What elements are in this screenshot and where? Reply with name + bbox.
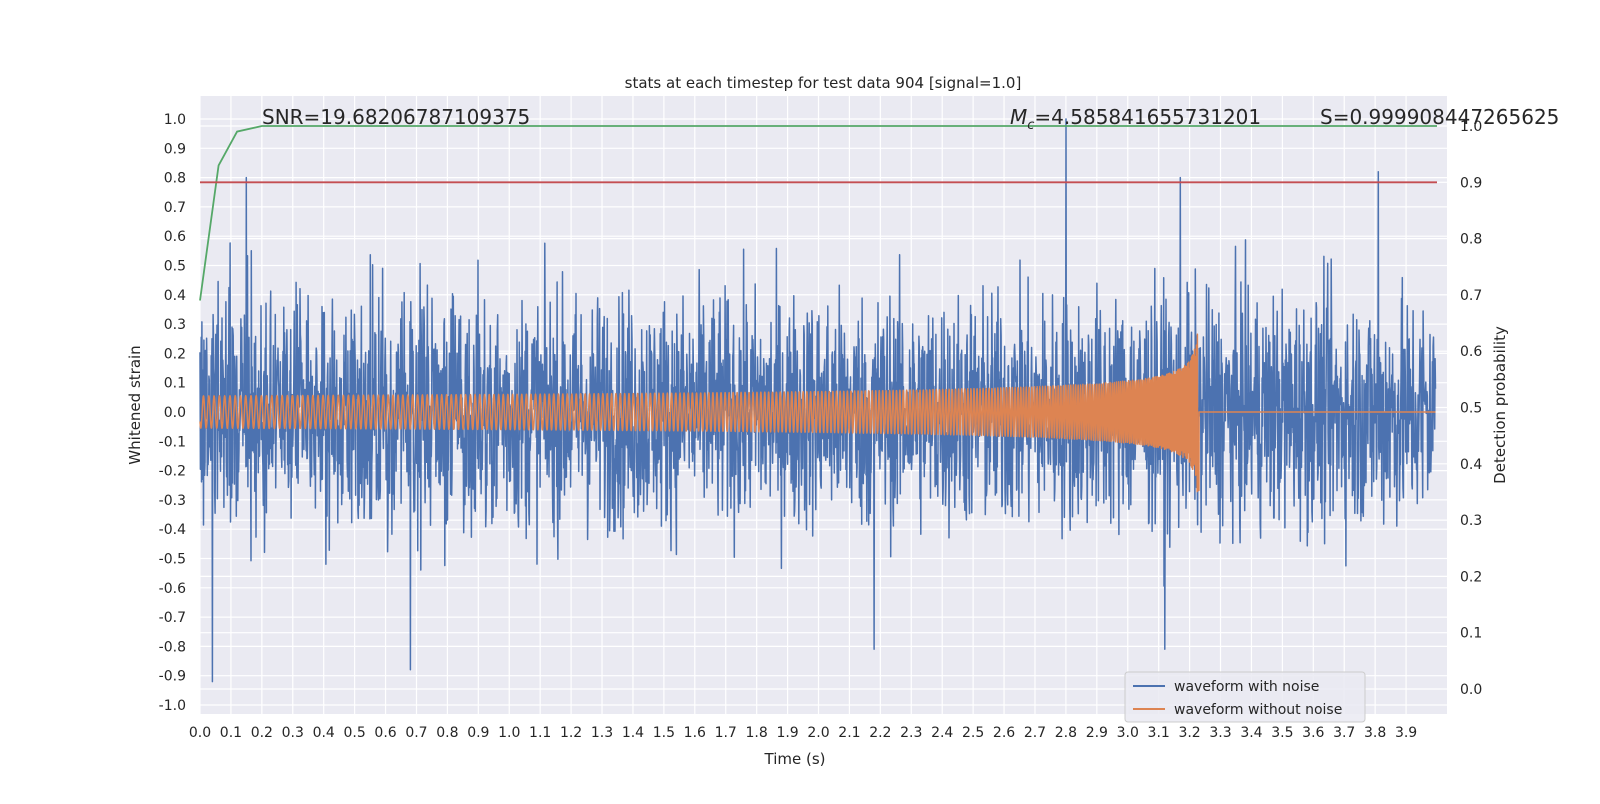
y-tick-label-left: 0.1	[164, 376, 186, 392]
legend-label-noise: waveform with noise	[1174, 679, 1319, 695]
x-tick-label: 1.6	[684, 725, 706, 741]
x-tick-label: 1.3	[591, 725, 613, 741]
y-tick-label-left: -0.5	[159, 552, 186, 568]
y-tick-label-left: -0.7	[159, 610, 186, 626]
x-tick-label: 3.5	[1271, 725, 1293, 741]
y-tick-label-right: 0.7	[1460, 288, 1482, 304]
x-tick-label: 0.5	[343, 725, 365, 741]
mc-annotation: Mc=4.585841655731201	[1010, 105, 1261, 133]
mc-value: =4.585841655731201	[1034, 105, 1261, 129]
x-tick-label: 2.9	[1086, 725, 1108, 741]
y-tick-label-right: 0.1	[1460, 626, 1482, 642]
x-tick-label: 0.8	[436, 725, 458, 741]
y-tick-label-right: 1.0	[1460, 119, 1482, 135]
x-tick-label: 3.3	[1209, 725, 1231, 741]
x-tick-label: 1.0	[498, 725, 520, 741]
y-tick-label-left: -0.9	[159, 669, 186, 685]
x-tick-label: 3.0	[1117, 725, 1139, 741]
mc-subscript: c	[1027, 118, 1034, 133]
x-tick-label: 2.5	[962, 725, 984, 741]
x-tick-label: 3.4	[1240, 725, 1262, 741]
y-tick-label-right: 0.6	[1460, 344, 1482, 360]
x-tick-label: 2.4	[931, 725, 953, 741]
x-tick-label: 1.4	[622, 725, 644, 741]
x-tick-label: 0.9	[467, 725, 489, 741]
x-tick-label: 2.0	[807, 725, 829, 741]
y-tick-label-right: 0.4	[1460, 457, 1482, 473]
y-tick-label-right: 0.0	[1460, 682, 1482, 698]
x-tick-label: 0.6	[374, 725, 396, 741]
x-tick-label: 0.3	[282, 725, 304, 741]
x-tick-label: 3.7	[1333, 725, 1355, 741]
y-tick-label-left: 0.9	[164, 141, 186, 157]
chart-title: stats at each timestep for test data 904…	[625, 74, 1022, 92]
x-tick-label: 0.1	[220, 725, 242, 741]
x-tick-label: 3.2	[1178, 725, 1200, 741]
y-axis-label-left: Whitened strain	[126, 345, 144, 464]
x-tick-label: 0.2	[251, 725, 273, 741]
tick-labels: 0.0 0.1 0.2 0.3 0.4 0.5 0.6 0.7 0.8 0.9 1.0 1.1 1.2 1…	[159, 112, 1483, 741]
legend: waveform with noise waveform without noi…	[1124, 671, 1366, 723]
x-tick-label: 2.6	[993, 725, 1015, 741]
x-tick-label: 2.3	[900, 725, 922, 741]
series-waveform-without-noise	[199, 333, 1436, 493]
y-tick-label-left: -0.8	[159, 639, 186, 655]
legend-box	[1124, 671, 1366, 723]
x-tick-label: 1.1	[529, 725, 551, 741]
y-tick-label-left: -0.1	[159, 434, 186, 450]
y-tick-label-left: 0.6	[164, 229, 186, 245]
x-tick-label: 1.2	[560, 725, 582, 741]
x-axis-label: Time (s)	[764, 750, 826, 768]
series-layer	[199, 118, 1437, 683]
y-tick-label-left: 0.0	[164, 405, 186, 421]
mc-symbol: M	[1010, 105, 1027, 129]
y-tick-label-left: 1.0	[164, 112, 186, 128]
series-detection-probability	[199, 125, 1437, 301]
y-tick-label-left: 0.7	[164, 200, 186, 216]
y-tick-label-left: 0.2	[164, 346, 186, 362]
x-tick-label: 0.0	[189, 725, 211, 741]
x-tick-label: 2.8	[1055, 725, 1077, 741]
y-tick-label-right: 0.2	[1460, 569, 1482, 585]
y-tick-label-left: 0.8	[164, 171, 186, 187]
x-tick-label: 1.8	[746, 725, 768, 741]
x-tick-label: 3.6	[1302, 725, 1324, 741]
y-axis-label-right: Detection probability	[1491, 326, 1509, 484]
y-tick-label-right: 0.9	[1460, 175, 1482, 191]
s-annotation: S=0.999908447265625	[1320, 105, 1559, 129]
y-tick-label-left: -0.6	[159, 581, 186, 597]
y-tick-label-left: 0.3	[164, 317, 186, 333]
x-tick-label: 1.7	[715, 725, 737, 741]
x-tick-label: 2.7	[1024, 725, 1046, 741]
y-tick-label-left: 0.5	[164, 259, 186, 275]
x-tick-label: 0.7	[405, 725, 427, 741]
y-tick-label-right: 0.5	[1460, 401, 1482, 417]
legend-label-clean: waveform without noise	[1174, 702, 1342, 718]
x-tick-label: 0.4	[313, 725, 335, 741]
snr-annotation: SNR=19.68206787109375	[262, 105, 530, 129]
y-tick-label-right: 0.3	[1460, 513, 1482, 529]
x-tick-label: 2.2	[869, 725, 891, 741]
y-tick-label-left: 0.4	[164, 288, 186, 304]
x-tick-label: 1.9	[776, 725, 798, 741]
x-tick-label: 3.8	[1364, 725, 1386, 741]
y-tick-label-left: -0.3	[159, 493, 186, 509]
y-tick-label-left: -0.2	[159, 464, 186, 480]
y-tick-label-right: 0.8	[1460, 232, 1482, 248]
y-tick-label-left: -1.0	[159, 698, 186, 714]
x-tick-label: 3.1	[1148, 725, 1170, 741]
y-tick-label-left: -0.4	[159, 522, 186, 538]
x-tick-label: 3.9	[1395, 725, 1417, 741]
x-tick-label: 1.5	[653, 725, 675, 741]
x-tick-label: 2.1	[838, 725, 860, 741]
